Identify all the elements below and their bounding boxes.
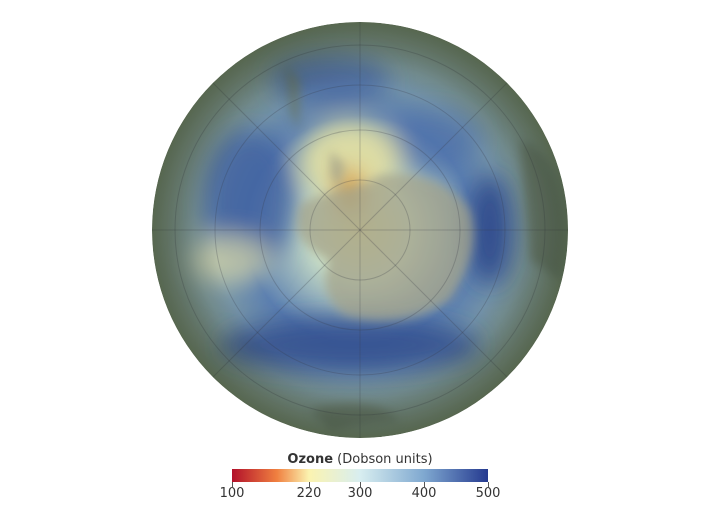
colorbar-tick-label: 400 xyxy=(411,486,437,501)
colorbar xyxy=(232,469,488,482)
colorbar-tick xyxy=(424,482,425,487)
colorbar-tick xyxy=(309,482,310,487)
ozone-globe-map xyxy=(152,22,568,438)
colorbar-tick-label: 100 xyxy=(219,486,245,501)
legend-title: Ozone (Dobson units) xyxy=(232,452,488,467)
colorbar-tick-label: 300 xyxy=(347,486,373,501)
colorbar-tick xyxy=(232,482,233,487)
colorbar-tick xyxy=(488,482,489,487)
colorbar-tick-label: 500 xyxy=(475,486,501,501)
colorbar-tick-label: 220 xyxy=(296,486,322,501)
colorbar-tick xyxy=(360,482,361,487)
legend-variable: Ozone xyxy=(287,452,334,467)
legend-units: (Dobson units) xyxy=(337,452,433,467)
